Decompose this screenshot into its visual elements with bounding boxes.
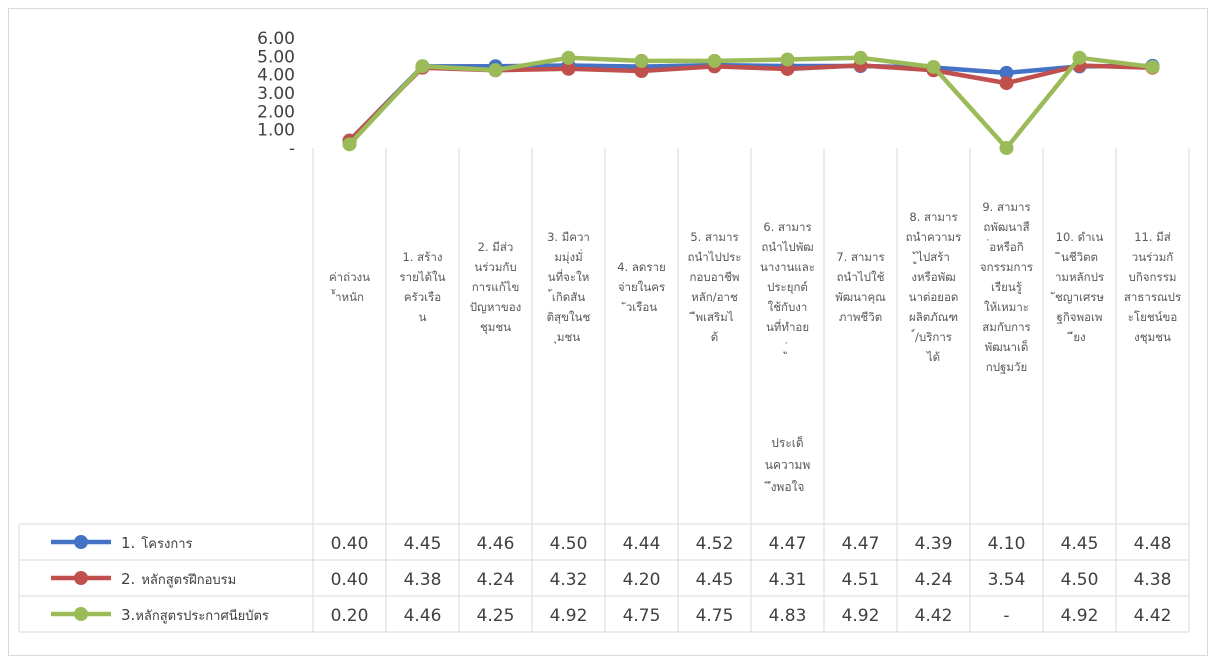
data-point: [707, 53, 722, 68]
table-cell: 4.47: [842, 534, 880, 554]
data-point: [561, 50, 576, 65]
data-table: 1. โครงการ 0.40 4.45 4.46 4.50 4.44 4.52 4.47 4.4…: [51, 534, 1171, 626]
chart-frame: -1.00 2.00 3.00 4.00 5.00 6.00 ค่าถ่วงน้ำหนัก…: [8, 8, 1208, 656]
y-tick-label: 3.00: [257, 84, 295, 104]
table-cell: 4.42: [915, 606, 953, 626]
legend-series-name: หลักสูตรฝึกอบรม: [141, 573, 236, 588]
table-cell: 4.44: [623, 534, 661, 554]
table-cell: 4.20: [623, 570, 661, 590]
y-tick-label: -: [289, 139, 295, 159]
data-point: [999, 76, 1014, 91]
table-cell: 4.51: [842, 570, 880, 590]
category-label: 6. สามารถนำไปพัฒนางานและประยุกต์ใช้กับงา…: [760, 220, 815, 354]
legend-series-number: 2.: [121, 570, 135, 588]
series-line-3: [347, 55, 1153, 151]
line-chart: -1.002.003.004.005.006.00 ค่าถ่วงน้ำหนัก…: [18, 29, 1190, 633]
legend-label: 1. โครงการ: [121, 534, 192, 552]
legend-series-name: หลักสูตรประกาศนียบัตร: [135, 608, 269, 624]
table-cell: 4.39: [915, 534, 953, 554]
data-point: [1145, 59, 1160, 74]
category-label: 7. สามารถนำไปใช้พัฒนาคุณภาพชีวิต: [835, 250, 886, 324]
category-label: 3. มีความมุ่งมั่นที่จะให้เกิดสันติสุขในช…: [547, 230, 591, 344]
legend-series-number: 1.: [121, 534, 135, 552]
category-label: 1. สร้างรายได้ในครัวเรือน: [399, 250, 445, 324]
data-point: [780, 52, 795, 67]
data-point: [342, 137, 357, 152]
table-cell: 4.46: [477, 534, 515, 554]
table-cell: 4.92: [842, 606, 880, 626]
table-cell: 4.32: [550, 570, 588, 590]
category-label: 10. ดำเนินชีวิตตามหลักปรัชญาเศรษฐกิจพอเพ…: [1050, 230, 1104, 344]
series-line-2: [347, 63, 1153, 143]
table-cell: 4.75: [696, 606, 734, 626]
data-point: [926, 59, 941, 74]
table-cell: 4.10: [988, 534, 1026, 554]
table-cell: 4.45: [1061, 534, 1099, 554]
category-grid: [18, 148, 1190, 633]
table-cell: 4.92: [550, 606, 588, 626]
category-label: 2. มีส่วนร่วมกับการแก้ไขปัญหาของชุมชน: [470, 240, 522, 334]
legend-series-number: 3.: [121, 606, 135, 624]
table-cell: 4.47: [769, 534, 807, 554]
y-tick-label: 6.00: [257, 29, 295, 49]
table-cell: 4.52: [696, 534, 734, 554]
data-point: [634, 53, 649, 68]
category-label: 9. สามารถพัฒนาสื่อหรือกิจกรรมการเรียนรู้…: [980, 200, 1033, 374]
y-tick-label: 5.00: [257, 47, 295, 67]
table-cell: 4.48: [1134, 534, 1172, 554]
legend-marker-1: [74, 535, 88, 549]
data-point: [999, 65, 1014, 80]
y-axis: -1.002.003.004.005.006.00: [257, 29, 295, 159]
data-point: [415, 59, 430, 74]
table-cell: 4.24: [915, 570, 953, 590]
data-point: [853, 50, 868, 65]
y-tick-label: 2.00: [257, 102, 295, 122]
table-cell: 4.45: [696, 570, 734, 590]
legend-label: 3.หลักสูตรประกาศนียบัตร: [121, 606, 269, 624]
category-labels: ค่าถ่วงน้ำหนัก 1. สร้างรายได้ในครัวเรือน 2…: [329, 200, 1181, 374]
table-cell: 0.20: [331, 606, 369, 626]
category-label: 11. มีส่วนร่วมกับกิจกรรมสาธารณประโยชน์ขอ…: [1124, 230, 1181, 344]
category-label: 4. ลดรายจ่ายในครัวเรือน: [617, 260, 666, 314]
data-point: [561, 61, 576, 76]
category-label: ค่าถ่วงน้ำหนัก: [329, 270, 370, 304]
y-tick-label: 1.00: [257, 121, 295, 141]
x-axis-title: ประเด็นความพึงพอใจ: [764, 435, 811, 494]
table-cell: 4.92: [1061, 606, 1099, 626]
table-cell: 4.50: [1061, 570, 1099, 590]
category-label: 5. สามารถนำไปประกอบอาชีพหลัก/อาชีพเสริมไ…: [687, 230, 741, 344]
series-lines: [342, 50, 1160, 155]
legend-series-name: โครงการ: [141, 536, 192, 552]
table-cell: 4.38: [404, 570, 442, 590]
data-point: [488, 63, 503, 78]
data-point: [999, 141, 1014, 155]
table-cell: 4.46: [404, 606, 442, 626]
table-cell: 4.50: [550, 534, 588, 554]
table-cell: -: [1003, 606, 1009, 626]
y-tick-label: 4.00: [257, 66, 295, 86]
table-cell: 0.40: [331, 534, 369, 554]
table-cell: 4.25: [477, 606, 515, 626]
data-point: [634, 64, 649, 78]
table-cell: 4.42: [1134, 606, 1172, 626]
category-label: 8. สามารถนำความรู้ไปสร้างหรือพัฒนาต่อยอด…: [906, 210, 962, 364]
table-cell: 0.40: [331, 570, 369, 590]
table-cell: 4.75: [623, 606, 661, 626]
table-cell: 4.38: [1134, 570, 1172, 590]
table-cell: 3.54: [988, 570, 1026, 590]
legend-marker-2: [74, 571, 88, 585]
table-cell: 4.83: [769, 606, 807, 626]
legend-marker-3: [74, 607, 88, 621]
table-cell: 4.24: [477, 570, 515, 590]
data-point: [1072, 50, 1087, 65]
table-cell: 4.31: [769, 570, 807, 590]
legend-label: 2. หลักสูตรฝึกอบรม: [121, 570, 236, 588]
table-cell: 4.45: [404, 534, 442, 554]
